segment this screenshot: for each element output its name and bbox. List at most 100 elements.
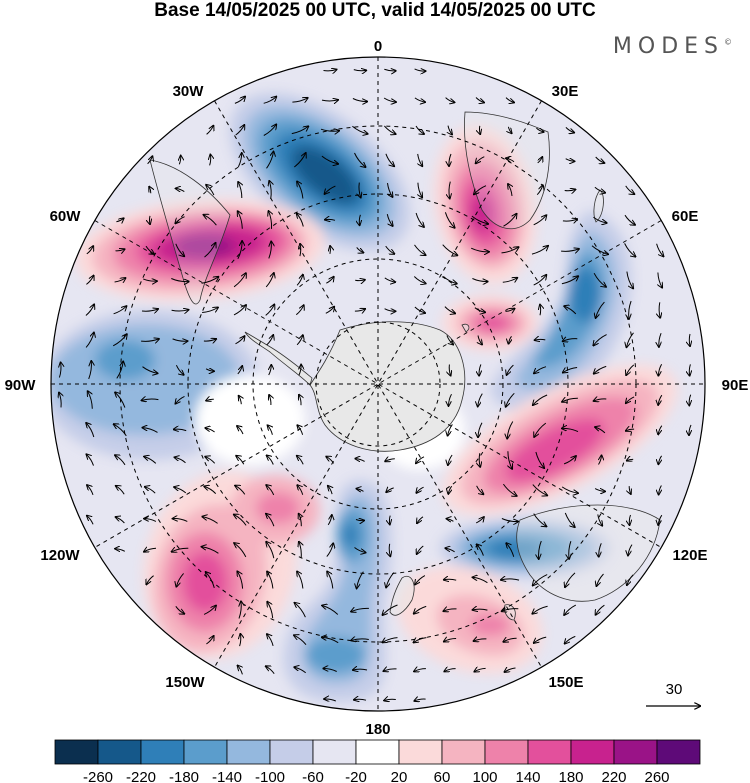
wind-vector: [233, 273, 246, 288]
wind-vector: [112, 334, 127, 347]
wind-vector: [625, 185, 635, 194]
wind-vector: [417, 516, 424, 523]
wind-vector: [205, 369, 214, 371]
wind-vector: [351, 608, 369, 611]
wind-vector: [85, 333, 94, 348]
wind-vector: [237, 241, 242, 260]
wind-vector: [503, 214, 517, 227]
wind-vector: [474, 185, 487, 195]
wind-vector: [444, 579, 457, 580]
wind-vector: [415, 212, 424, 227]
wind-vector: [689, 394, 691, 406]
wind-vector: [562, 428, 579, 433]
wind-vector: [237, 571, 244, 589]
lon-label-60e: 60E: [672, 208, 699, 225]
wind-vector: [142, 366, 158, 374]
wind-vector: [354, 699, 367, 700]
colorbar-swatch: [355, 739, 400, 765]
map-disc: [51, 57, 705, 711]
wind-vector: [595, 156, 605, 163]
wind-vector: [597, 573, 604, 586]
wind-vector: [561, 276, 578, 285]
wind-vector: [297, 182, 304, 199]
wind-vector: [593, 216, 606, 223]
wind-vector: [147, 156, 153, 165]
wind-vector: [479, 364, 481, 375]
wind-vector: [414, 669, 426, 672]
brand-name: MODES: [612, 34, 724, 59]
wind-vector: [417, 545, 424, 554]
antarctic-peninsula: [244, 331, 313, 386]
wind-vector: [352, 125, 367, 134]
wind-vector: [626, 364, 635, 375]
wind-vector: [235, 125, 245, 136]
wind-vector: [171, 310, 189, 311]
wind-vector: [239, 396, 242, 405]
wind-vector: [564, 190, 576, 191]
anomaly-pos-south-america: [75, 199, 325, 301]
wind-vector: [238, 182, 242, 199]
wind-vector: [295, 603, 306, 618]
colorbar-swatch: [656, 739, 701, 765]
lon-label-30w: 30W: [173, 83, 205, 100]
wind-vector: [536, 127, 543, 132]
wind-vector: [445, 97, 455, 103]
wind-vector: [449, 181, 450, 199]
wind-vector: [322, 606, 339, 615]
wind-vector: [171, 278, 188, 282]
wind-vector: [534, 366, 547, 374]
wind-vector: [204, 243, 216, 258]
wind-vector: [479, 453, 480, 467]
wind-vector: [352, 98, 367, 102]
wind-vector: [323, 70, 337, 71]
wind-vector: [507, 421, 514, 439]
wind-vector: [267, 602, 274, 619]
wind-vector: [203, 339, 216, 341]
wind-vector: [474, 307, 485, 313]
wind-vector: [351, 639, 369, 641]
wind-vector: [266, 335, 273, 346]
wind-vector: [563, 339, 578, 342]
wind-vector: [115, 392, 126, 408]
wind-vector: [534, 422, 547, 437]
wind-vector: [445, 548, 455, 553]
colorbar-swatch: [140, 739, 185, 765]
wind-vector: [297, 425, 304, 435]
wind-vector: [266, 152, 274, 169]
wind-vector: [505, 97, 514, 103]
wind-vector: [591, 245, 608, 254]
wind-vector: [659, 302, 660, 317]
wind-vector: [599, 543, 602, 556]
wind-vector: [206, 399, 214, 400]
wind-vector: [173, 519, 188, 522]
anomaly-pos-south-africa: [433, 125, 537, 285]
wind-vector: [269, 395, 271, 406]
wind-vector: [383, 97, 396, 102]
wind-vector: [353, 669, 368, 670]
wind-vector: [205, 457, 216, 464]
wind-vector: [414, 244, 426, 255]
colorbar-swatch: [97, 739, 142, 765]
wind-vector: [563, 456, 576, 465]
wind-vector: [174, 487, 187, 494]
wind-vector: [299, 365, 301, 376]
wind-vector: [564, 604, 577, 615]
wind-vector: [598, 456, 602, 465]
wind-vector: [175, 606, 184, 613]
wind-vector: [444, 669, 456, 672]
wind-vector: [267, 572, 274, 589]
wind-vector: [203, 606, 216, 615]
wind-vector: [265, 305, 275, 316]
wind-vector: [564, 512, 574, 527]
wind-vector: [299, 514, 302, 527]
wind-vector: [386, 488, 394, 492]
wind-vector: [507, 364, 514, 375]
wind-vector: [237, 426, 244, 435]
wind-vector: [172, 339, 188, 341]
wind-vector: [114, 278, 126, 282]
wind-vector: [385, 153, 394, 166]
wind-vector: [269, 242, 272, 259]
lon-label-30e: 30E: [552, 83, 579, 100]
wind-vector: [539, 540, 542, 559]
